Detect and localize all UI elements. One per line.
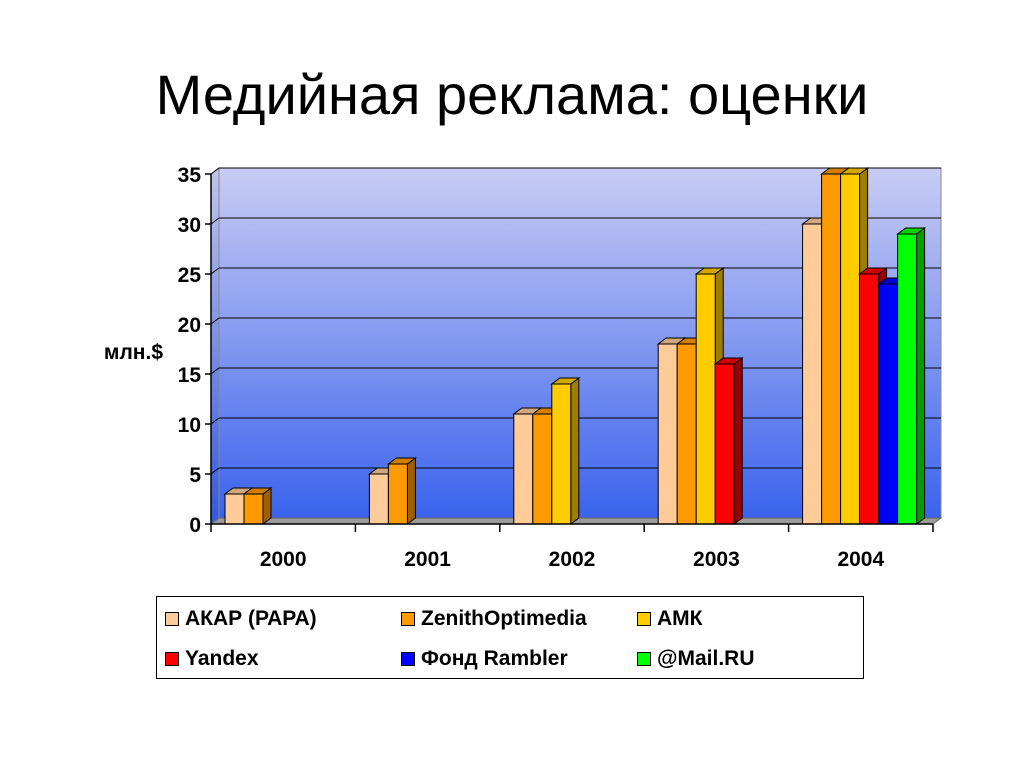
bar-front xyxy=(695,273,716,525)
y-tick-label: 25 xyxy=(178,264,202,287)
gridline-side xyxy=(210,167,220,175)
bar-front xyxy=(532,413,553,525)
legend-label: @Mail.RU xyxy=(657,647,755,670)
x-tick-label: 2001 xyxy=(404,548,451,571)
legend-label: АКАР (РАРА) xyxy=(185,607,317,630)
legend-item: АКАР (РАРА) xyxy=(165,605,317,633)
bar-side xyxy=(733,357,743,525)
legend-swatch xyxy=(165,612,179,626)
legend-swatch xyxy=(637,652,651,666)
bar-front xyxy=(840,173,861,525)
bar-front xyxy=(368,473,389,525)
x-tick-label: 2004 xyxy=(837,548,884,571)
gridline-side xyxy=(210,317,220,325)
bar-side xyxy=(570,377,580,525)
y-tick-label: 5 xyxy=(189,464,201,487)
x-tick-label: 2002 xyxy=(549,548,596,571)
bar-front xyxy=(224,493,245,525)
y-tick-label: 15 xyxy=(178,364,202,387)
bar-side xyxy=(916,227,926,525)
bar-front xyxy=(821,173,842,525)
bar-front xyxy=(897,233,918,525)
bar-front xyxy=(676,343,697,525)
y-tick-label: 0 xyxy=(189,514,201,537)
legend-swatch xyxy=(637,612,651,626)
bar xyxy=(713,357,744,525)
gridline-side xyxy=(210,267,220,275)
legend-swatch xyxy=(401,612,415,626)
legend-item: ZenithOptimedia xyxy=(401,605,587,633)
legend-item: АМК xyxy=(637,605,702,633)
legend-swatch xyxy=(401,652,415,666)
slide-title: Медийная реклама: оценки xyxy=(155,63,869,126)
legend-swatch xyxy=(165,652,179,666)
bar-side xyxy=(406,457,416,525)
bar xyxy=(242,487,273,525)
y-axis-label: млн.$ xyxy=(104,341,163,364)
bar-front xyxy=(859,273,880,525)
legend: АКАР (РАРА) ZenithOptimedia АМК Yandex Фонд … xyxy=(156,596,864,679)
bar-front xyxy=(387,463,408,525)
legend-label: Yandex xyxy=(185,647,259,670)
x-tick-label: 2000 xyxy=(260,548,307,571)
y-tick-label: 30 xyxy=(178,214,201,237)
gridline-side xyxy=(210,417,220,425)
gridline-side xyxy=(210,217,220,225)
y-tick-label: 10 xyxy=(178,414,201,437)
legend-item: @Mail.RU xyxy=(637,645,754,673)
bar xyxy=(550,377,581,525)
bar-front xyxy=(714,363,735,525)
bar-front xyxy=(657,343,678,525)
x-tick-label: 2003 xyxy=(693,548,740,571)
bar-front xyxy=(243,493,264,525)
bar-front xyxy=(551,383,572,525)
legend-item: Фонд Rambler xyxy=(401,645,568,673)
y-tick-label: 20 xyxy=(178,314,201,337)
y-tick-label: 35 xyxy=(178,164,202,187)
legend-label: Фонд Rambler xyxy=(421,647,568,670)
legend-item: Yandex xyxy=(165,645,259,673)
legend-label: ZenithOptimedia xyxy=(421,607,587,630)
gridline-side xyxy=(210,467,220,475)
bar xyxy=(386,457,417,525)
bar-front xyxy=(802,223,823,525)
bar xyxy=(896,227,927,525)
bar-front xyxy=(513,413,534,525)
bar-front xyxy=(878,283,899,525)
legend-label: АМК xyxy=(657,607,703,630)
gridline-side xyxy=(210,367,220,375)
